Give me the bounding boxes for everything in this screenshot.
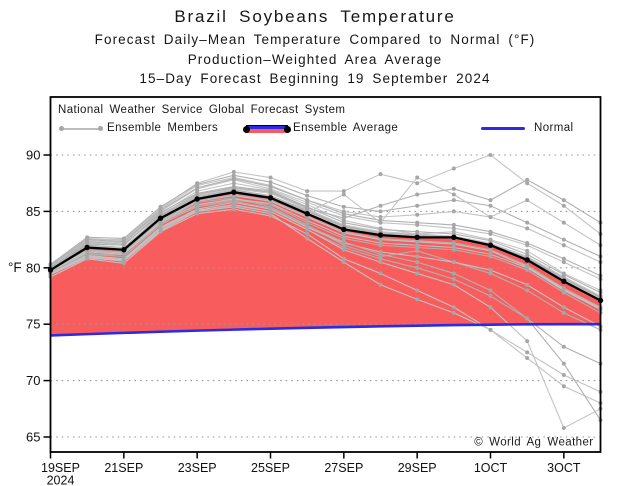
chart-title: Brazil Soybeans Temperature (174, 7, 456, 26)
chart-subtitle-1: Forecast Daily–Mean Temperature Compared… (94, 32, 536, 47)
legend-normal-label: Normal (534, 122, 574, 134)
plot-border (49, 96, 602, 453)
above-normal-fill (50, 192, 601, 336)
svg-text:27SEP: 27SEP (324, 461, 363, 475)
y-axis: 65 70 75 80 85 90 °F (8, 148, 51, 445)
y-axis-unit-label: °F (8, 260, 22, 275)
svg-text:29SEP: 29SEP (398, 461, 437, 475)
chart-subtitle-3: 15–Day Forecast Beginning 19 September 2… (139, 71, 491, 86)
svg-text:25SEP: 25SEP (251, 461, 290, 475)
ensemble-members-swatch-icon (59, 126, 103, 131)
ensemble-average-line (47, 189, 604, 304)
svg-text:65: 65 (26, 430, 40, 445)
x-axis-year-label: 2024 (47, 474, 75, 486)
svg-text:19SEP: 19SEP (41, 461, 80, 475)
svg-text:1OCT: 1OCT (474, 461, 508, 475)
legend-header: National Weather Service Global Forecast… (58, 104, 346, 116)
legend-ensemble-average-label: Ensemble Average (293, 122, 399, 134)
legend-ensemble-members-label: Ensemble Members (107, 122, 219, 134)
svg-text:75: 75 (26, 317, 40, 332)
svg-text:85: 85 (26, 204, 40, 219)
svg-text:70: 70 (26, 373, 40, 388)
svg-text:23SEP: 23SEP (178, 461, 217, 475)
svg-text:3OCT: 3OCT (547, 461, 581, 475)
ensemble-average-swatch-icon (243, 125, 291, 133)
svg-text:90: 90 (26, 148, 40, 163)
svg-text:21SEP: 21SEP (104, 461, 143, 475)
svg-text:80: 80 (26, 260, 40, 275)
chart-subtitle-2: Production–Weighted Area Average (187, 52, 443, 67)
gridlines (50, 154, 601, 438)
legend-row: Ensemble Members Ensemble Average Normal (0, 121, 630, 137)
normal-swatch-icon (481, 127, 525, 130)
copyright-text: © World Ag Weather (474, 437, 593, 449)
normal-line (50, 322, 601, 337)
